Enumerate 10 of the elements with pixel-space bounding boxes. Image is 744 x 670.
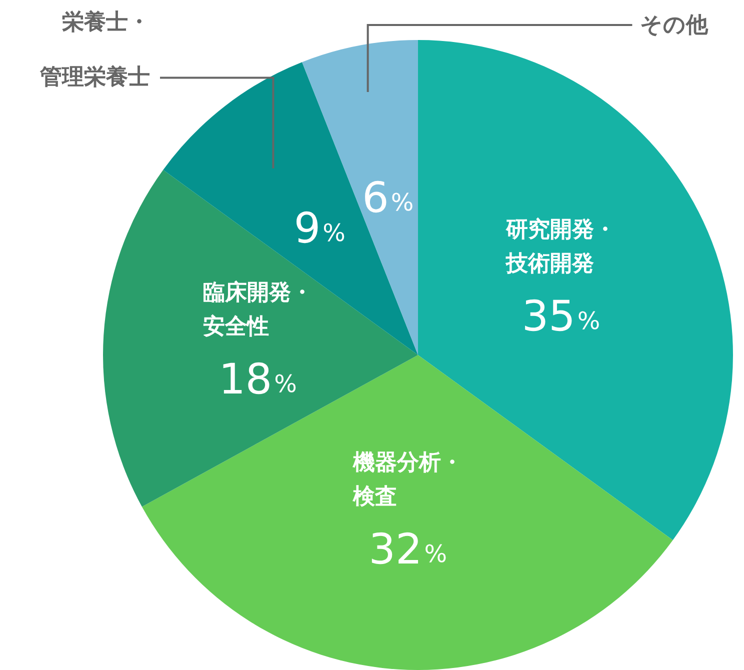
data-label: 35%	[522, 292, 600, 341]
data-label: 9%	[294, 204, 346, 253]
data-label: 6%	[362, 172, 414, 222]
slice-label: 臨床開発・安全性	[202, 279, 313, 340]
category-label: 栄養士・管理栄養士	[40, 10, 150, 90]
slice-label: 機器分析・検査	[352, 450, 463, 510]
data-label: 32%	[368, 524, 448, 574]
slice-label: 研究開発・技術開発	[505, 216, 616, 277]
slice-label: その他	[640, 12, 708, 40]
data-label: 18%	[218, 354, 297, 404]
